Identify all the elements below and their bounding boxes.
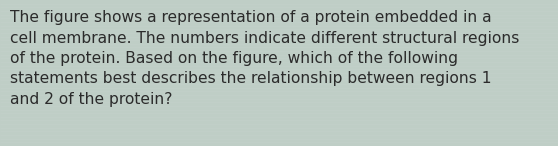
Text: The figure shows a representation of a protein embedded in a
cell membrane. The : The figure shows a representation of a p…: [10, 10, 519, 107]
